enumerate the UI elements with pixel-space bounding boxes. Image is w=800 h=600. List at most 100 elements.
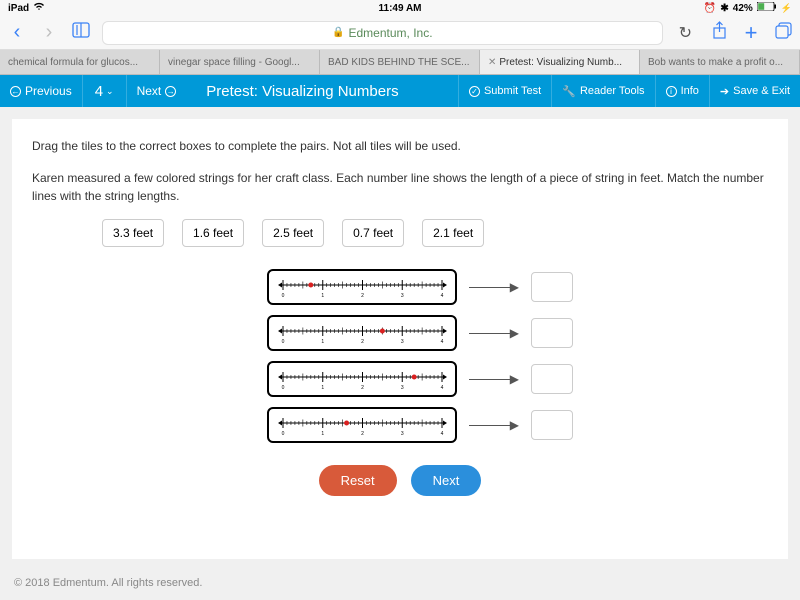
save-label: Save & Exit [733,85,790,97]
svg-text:4: 4 [440,385,443,391]
content-area: Drag the tiles to the correct boxes to c… [12,119,788,559]
numberline: 01234 [267,315,457,351]
svg-text:1: 1 [321,385,324,391]
svg-text:2: 2 [361,293,364,299]
svg-text:3: 3 [400,293,403,299]
browser-tab[interactable]: ✕Pretest: Visualizing Numb... [480,50,640,74]
answer-tile[interactable]: 1.6 feet [182,219,244,247]
close-tab-icon[interactable]: ✕ [488,57,496,68]
tab-label: Bob wants to make a profit o... [648,57,783,68]
svg-text:2: 2 [361,431,364,437]
tools-label: Reader Tools [580,85,645,97]
drop-target[interactable] [531,272,573,302]
svg-text:0: 0 [281,293,284,299]
arrow-icon: ▶ [469,372,519,386]
tab-bar: chemical formula for glucos... vinegar sp… [0,50,800,75]
info-icon: i [666,86,677,97]
reset-button[interactable]: Reset [319,465,397,496]
numberline: 0 1 2 3 4 [267,269,457,305]
back-button[interactable]: ‹ [6,21,28,44]
app-toolbar: ← Previous 4 ⌄ Next → Pretest: Visualizi… [0,75,800,107]
info-button[interactable]: i Info [655,75,709,107]
arrow-icon: ▶ [469,418,519,432]
browser-tab[interactable]: Bob wants to make a profit o... [640,50,800,74]
ipad-status-bar: iPad 11:49 AM ⏰ ✱ 42% ⚡ [0,0,800,16]
reload-icon[interactable]: ↻ [673,23,698,43]
page-title: Pretest: Visualizing Numbers [186,83,458,100]
arrow-right-icon: → [165,86,176,97]
browser-tab[interactable]: vinegar space filling - Googl... [160,50,320,74]
next-button[interactable]: Next [411,465,482,496]
next-question-button[interactable]: Next → [127,75,187,107]
new-tab-icon[interactable]: + [740,20,762,46]
device-label: iPad [8,3,29,14]
instruction-2: Karen measured a few colored strings for… [32,169,768,205]
arrow-icon: ▶ [469,326,519,340]
tab-label: BAD KIDS BEHIND THE SCE... [328,57,470,68]
match-row: 01234▶ [267,407,573,443]
wrench-icon: 🔧 [562,85,576,98]
drop-target[interactable] [531,410,573,440]
bookmarks-icon[interactable] [70,21,92,44]
next-label: Next [137,84,162,98]
exit-icon: ➔ [720,85,729,98]
answer-tile[interactable]: 2.1 feet [422,219,484,247]
match-row: 01234▶ [267,269,573,305]
forward-button[interactable]: › [38,21,60,44]
answer-tile[interactable]: 3.3 feet [102,219,164,247]
copyright-footer: © 2018 Edmentum. All rights reserved. [0,571,800,595]
svg-text:2: 2 [361,385,364,391]
question-number[interactable]: 4 ⌄ [83,75,127,107]
svg-text:4: 4 [440,339,443,345]
numberline: 01234 [267,407,457,443]
button-row: Reset Next [32,465,768,496]
svg-text:4: 4 [440,293,443,299]
lock-icon: 🔒 [332,27,344,38]
svg-text:1: 1 [321,293,324,299]
previous-label: Previous [25,84,72,98]
alarm-icon: ⏰ [704,3,716,14]
svg-text:1: 1 [321,339,324,345]
status-time: 11:49 AM [379,3,422,14]
share-icon[interactable] [708,21,730,44]
svg-text:2: 2 [361,339,364,345]
reader-tools-button[interactable]: 🔧 Reader Tools [551,75,654,107]
instruction-1: Drag the tiles to the correct boxes to c… [32,137,768,155]
submit-label: Submit Test [484,85,541,97]
tabs-icon[interactable] [772,22,794,44]
bluetooth-icon: ✱ [720,3,728,14]
match-row: 01234▶ [267,361,573,397]
chevron-down-icon: ⌄ [106,86,114,97]
url-bar[interactable]: 🔒 Edmentum, Inc. [102,21,663,45]
svg-text:0: 0 [281,339,284,345]
numberline: 01234 [267,361,457,397]
browser-tab[interactable]: chemical formula for glucos... [0,50,160,74]
tab-label: chemical formula for glucos... [8,57,138,68]
wifi-icon [33,2,45,14]
url-text: Edmentum, Inc. [349,26,433,40]
arrow-left-icon: ← [10,86,21,97]
svg-text:3: 3 [400,431,403,437]
battery-label: 42% [733,3,753,14]
drop-target[interactable] [531,364,573,394]
svg-text:1: 1 [321,431,324,437]
answer-tile[interactable]: 0.7 feet [342,219,404,247]
match-row: 01234▶ [267,315,573,351]
tile-container: 3.3 feet 1.6 feet 2.5 feet 0.7 feet 2.1 feet [102,219,768,247]
answer-tile[interactable]: 2.5 feet [262,219,324,247]
previous-button[interactable]: ← Previous [0,75,83,107]
svg-text:4: 4 [440,431,443,437]
charging-icon: ⚡ [781,3,792,14]
battery-icon [757,2,777,14]
check-icon: ✓ [469,86,480,97]
svg-text:0: 0 [281,385,284,391]
safari-toolbar: ‹ › 🔒 Edmentum, Inc. ↻ + [0,16,800,50]
submit-test-button[interactable]: ✓ Submit Test [458,75,551,107]
save-exit-button[interactable]: ➔ Save & Exit [709,75,800,107]
drop-target[interactable] [531,318,573,348]
qnum-value: 4 [95,83,103,100]
numberline-rows: 01234▶01234▶01234▶01234▶ [72,269,768,443]
browser-tab[interactable]: BAD KIDS BEHIND THE SCE... [320,50,480,74]
info-label: Info [681,85,699,97]
tab-label: vinegar space filling - Googl... [168,57,300,68]
